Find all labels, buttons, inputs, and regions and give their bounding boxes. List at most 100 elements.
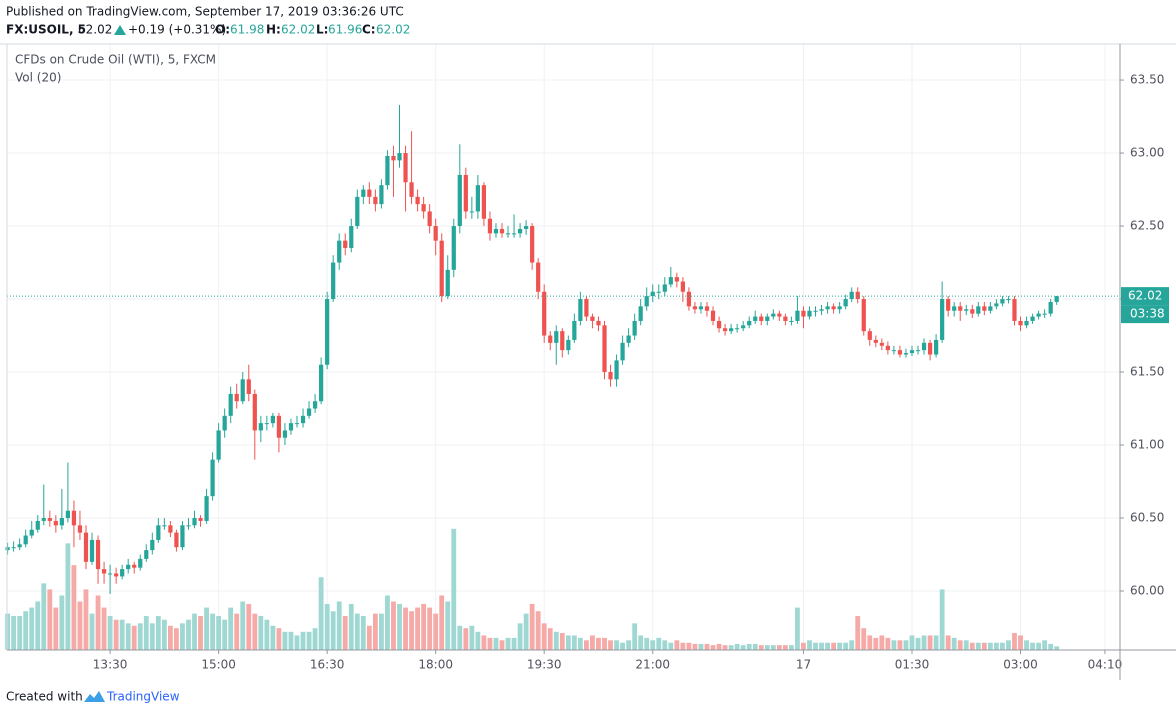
candle-body: [186, 525, 191, 527]
volume-bar: [590, 635, 595, 650]
volume-bar: [17, 616, 23, 650]
volume-bar: [879, 635, 885, 650]
volume-bar: [644, 637, 650, 650]
candle-body: [801, 310, 806, 317]
candle-body: [952, 306, 957, 311]
candle-body: [698, 306, 704, 310]
volume-bar: [1024, 640, 1029, 650]
volume-bar: [897, 640, 903, 650]
candle-body: [5, 547, 10, 551]
volume-bar: [246, 603, 252, 650]
volume-bar: [252, 613, 258, 650]
volume-bar: [475, 631, 481, 650]
volume-bar: [541, 623, 547, 650]
candle-body: [222, 415, 227, 431]
volume-bar: [119, 619, 125, 650]
candle-body: [831, 306, 836, 310]
published-line: Published on TradingView.com, September …: [6, 5, 404, 19]
candle-body: [674, 277, 679, 282]
candle-body: [132, 564, 137, 568]
volume-bar: [776, 645, 782, 650]
candle-body: [813, 310, 818, 312]
candle-body: [741, 325, 746, 329]
volume-bar: [553, 631, 559, 650]
volume-bar: [1048, 643, 1054, 650]
volume-bar: [807, 640, 812, 650]
volume-bar: [77, 601, 83, 650]
volume-bar: [523, 613, 529, 650]
volume-bar: [481, 635, 487, 650]
candle-body: [626, 335, 631, 343]
candle-body: [777, 313, 782, 317]
volume-bar: [861, 628, 867, 650]
volume-bar: [638, 635, 644, 650]
volume-bar: [698, 643, 704, 650]
candle-body: [126, 564, 131, 570]
candle-body: [71, 510, 77, 526]
candle-body: [897, 350, 903, 355]
volume-bar: [969, 642, 975, 650]
candle-body: [331, 262, 336, 300]
candle-body: [644, 296, 649, 307]
candle-body: [946, 299, 951, 311]
candle-body: [825, 306, 830, 310]
candle-body: [77, 525, 83, 533]
candle-body: [680, 281, 685, 292]
last-price-tag: [1121, 287, 1169, 306]
candle-body: [578, 299, 583, 321]
volume-bar: [161, 619, 167, 650]
grid: [7, 44, 1120, 650]
volume-bar: [674, 640, 680, 650]
volume-bar: [330, 611, 336, 650]
candle-body: [614, 360, 619, 380]
low-label: L:: [316, 23, 328, 37]
high-label: H:: [266, 23, 281, 37]
candle-body: [729, 328, 734, 332]
volume-bar: [35, 601, 41, 650]
volume-bar: [1012, 633, 1017, 650]
volume-bar: [505, 637, 511, 650]
volume-bar: [1000, 642, 1005, 650]
candle-body: [487, 218, 493, 234]
candle-body: [1048, 301, 1053, 314]
candle-body: [722, 328, 728, 332]
volume-bar: [770, 645, 776, 650]
volume-bar: [131, 625, 137, 650]
candle-body: [849, 291, 854, 300]
candle-body: [933, 339, 939, 355]
volume-bar: [234, 613, 240, 650]
candle-body: [138, 558, 143, 568]
volume-bar: [951, 637, 957, 650]
volume-bar: [1036, 642, 1042, 650]
volume-bar: [379, 613, 384, 650]
volume-bar: [312, 628, 318, 650]
volume-bar: [439, 595, 445, 650]
candle-body: [319, 364, 324, 402]
volume-bar: [746, 643, 752, 650]
volume-bar: [933, 635, 939, 650]
candle-body: [524, 226, 529, 229]
volume-bar: [710, 645, 716, 650]
volume-bar: [1006, 640, 1011, 650]
volume-bar: [391, 601, 396, 650]
volume-bar: [342, 616, 348, 650]
candle-body: [373, 196, 378, 205]
candle-body: [873, 339, 878, 343]
candle-body: [499, 228, 505, 234]
volume-bar: [764, 645, 770, 650]
volume-bar: [41, 583, 47, 650]
volume-bar: [415, 607, 421, 650]
countdown-tag: [1121, 305, 1169, 324]
volume-bar: [101, 607, 107, 650]
volume-bar: [469, 625, 475, 650]
candle-body: [554, 331, 559, 343]
volume-bar: [186, 619, 191, 650]
candle-body: [970, 309, 975, 314]
x-tick-label: 03:00: [1003, 658, 1038, 672]
volume-bar: [680, 642, 686, 650]
brand-name[interactable]: TradingView: [106, 690, 180, 704]
volume-bar: [909, 635, 915, 650]
y-tick-label: 61.00: [1130, 438, 1164, 452]
volume-bar: [825, 642, 830, 650]
candle-body: [288, 423, 294, 431]
